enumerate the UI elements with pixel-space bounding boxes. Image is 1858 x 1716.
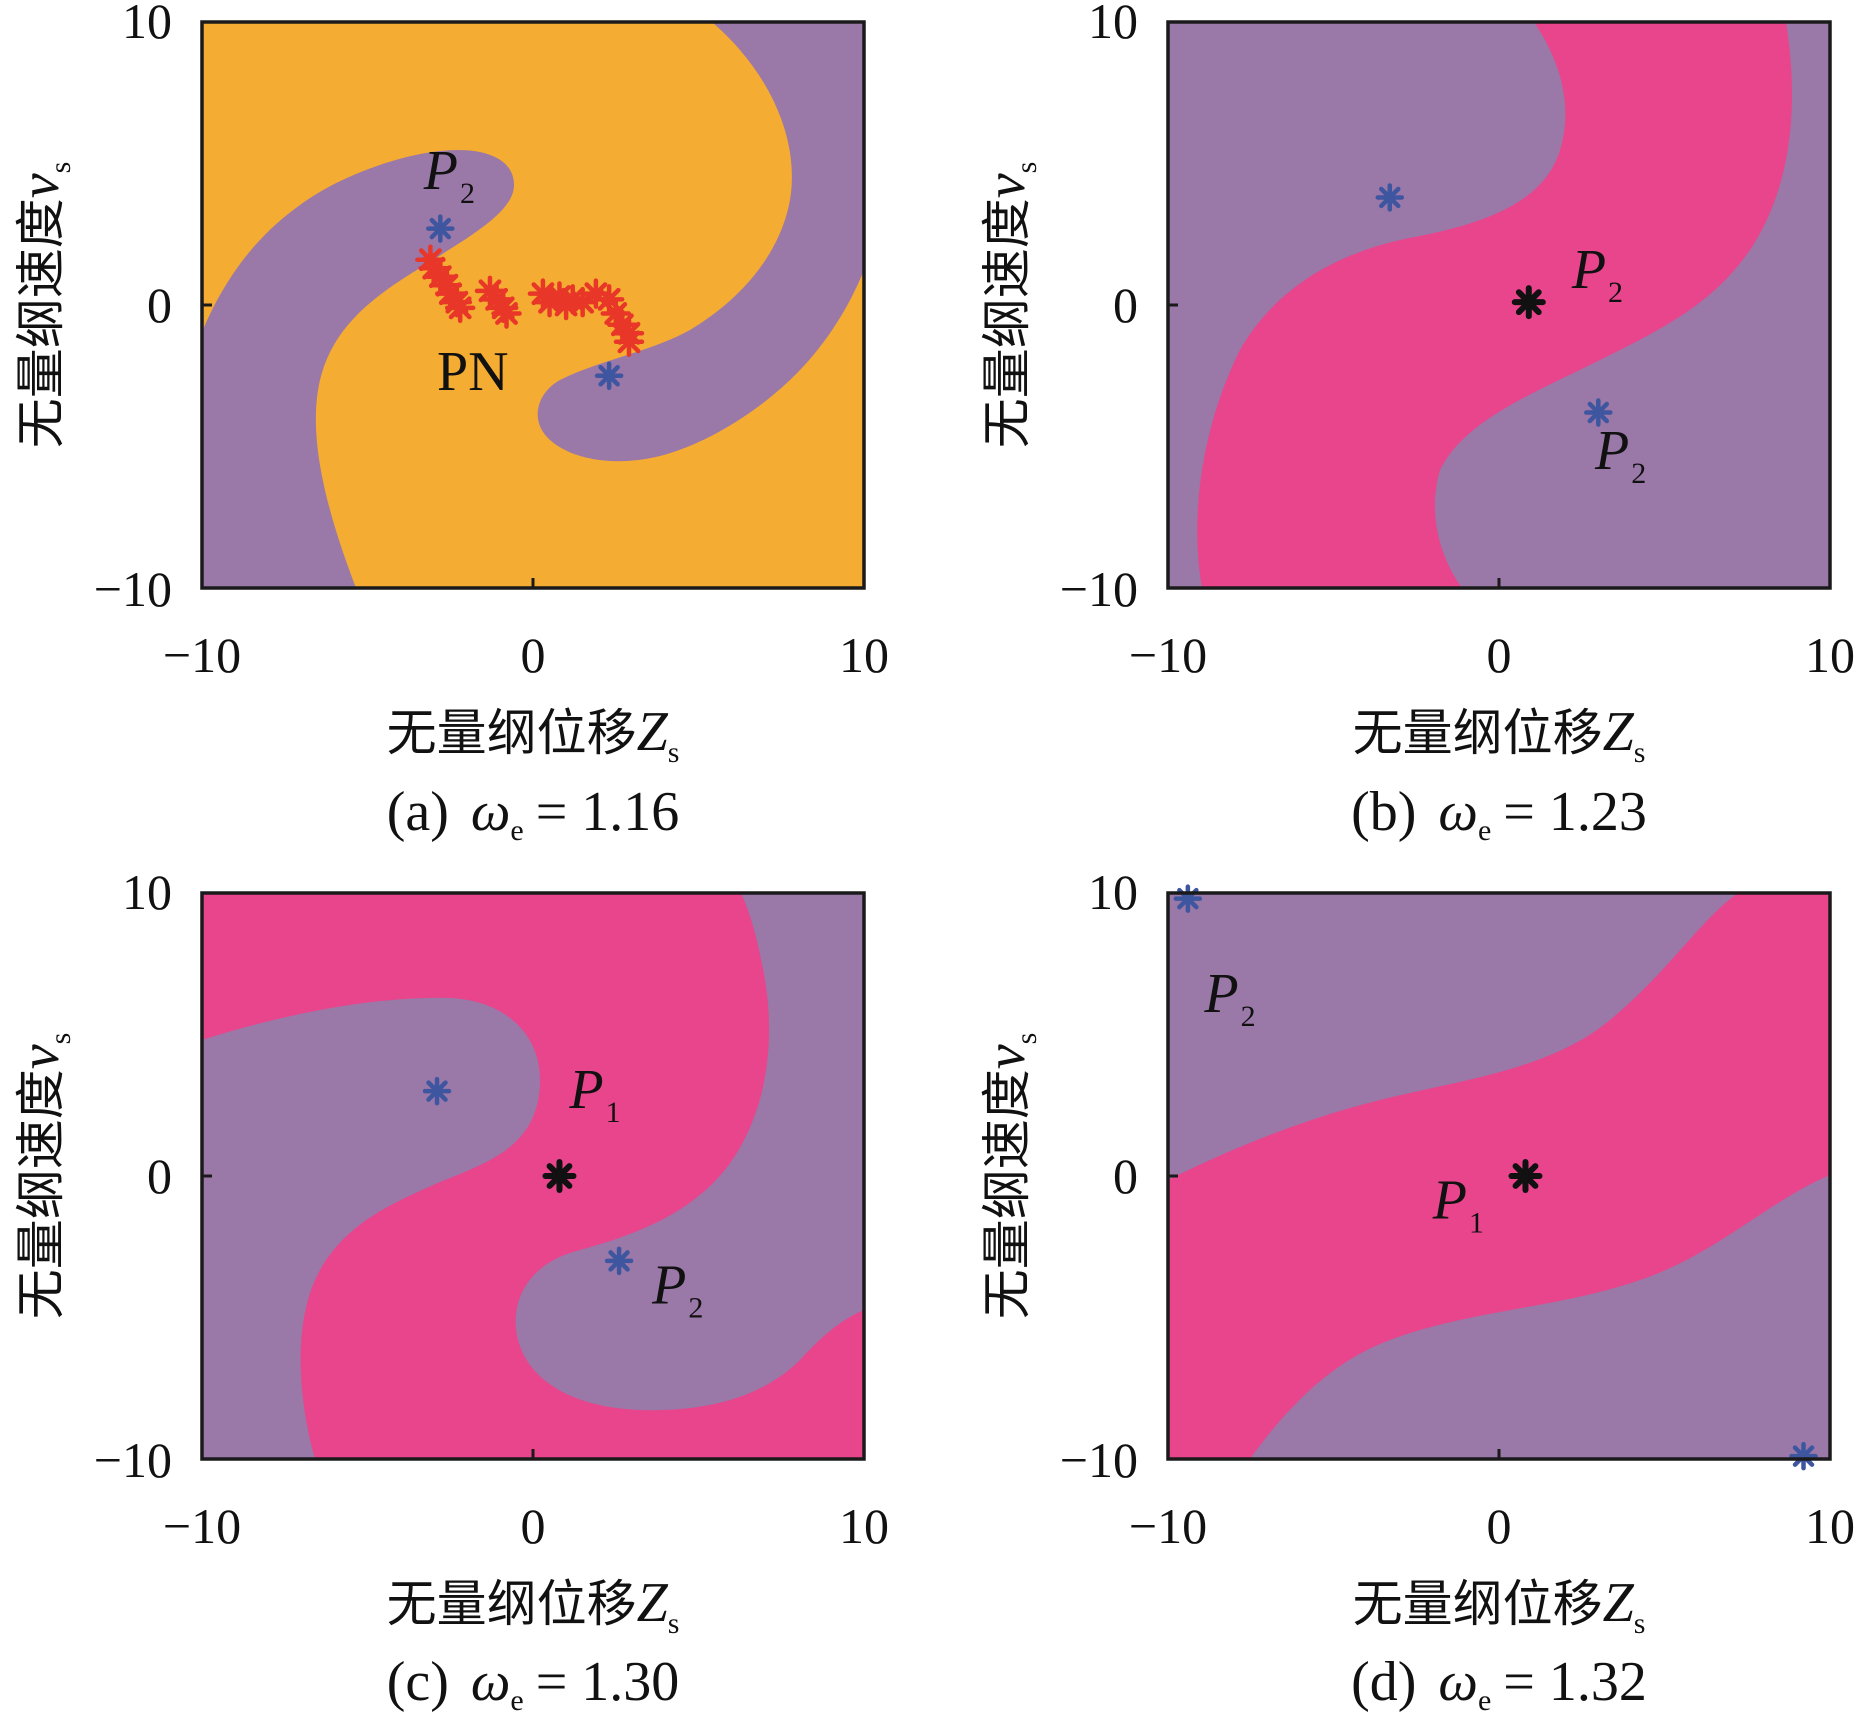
basin-region-left [202,997,540,1459]
xtick-left: −10 [163,627,241,683]
blue-marker [1173,884,1203,913]
xtick-mid: 0 [521,1498,546,1554]
red-marker [613,326,645,358]
ytick-bottom: −10 [94,561,172,617]
panel-caption: (c) ωe = 1.30 [387,1651,680,1716]
xtick-right: 10 [1805,627,1855,683]
x-axis-label: 无量纲位移Zs [1353,701,1646,769]
point-annotation: P2 [1594,420,1646,490]
blue-marker [1375,183,1405,212]
blue-marker [594,361,624,390]
point-annotation: PN [437,341,509,403]
xtick-left: −10 [1129,1498,1207,1554]
point-annotation: P2 [423,140,475,210]
x-axis-label: 无量纲位移Zs [1353,1572,1646,1640]
panel-caption: (b) ωe = 1.23 [1351,781,1647,847]
panel-caption: (a) ωe = 1.16 [387,781,680,847]
ytick-mid: 0 [147,1148,172,1204]
basin-region-right [537,22,864,462]
panel-d [1168,893,1830,1459]
point-annotation: P2 [1203,963,1255,1033]
basin-band [1197,22,1792,588]
x-axis-label: 无量纲位移Zs [387,701,680,769]
black-marker [1511,285,1546,320]
blue-marker [604,1246,634,1276]
overlay-layer: P2 PN P2 P2 P1 P2 P2 P1 [415,140,1818,1471]
xtick-mid: 0 [521,627,546,683]
xtick-right: 10 [839,627,889,683]
ytick-mid: 0 [1113,1148,1138,1204]
xtick-right: 10 [1805,1498,1855,1554]
panel-c [202,893,864,1459]
black-marker [542,1159,577,1193]
xtick-left: −10 [163,1498,241,1554]
red-marker [444,292,476,324]
ytick-top: 10 [1088,864,1138,920]
xtick-right: 10 [839,1498,889,1554]
y-axis-label: 无量纲速度vs [975,162,1043,449]
panel-d-text: 10 0 −10 −10 0 10 无量纲位移Zs 无量纲速度vs (d) ωe =… [975,864,1855,1716]
ytick-top: 10 [1088,0,1138,49]
panel-a-text: 10 0 −10 −10 0 10 无量纲位移Zs 无量纲速度vs (a) ωe =… [9,0,889,847]
panel-b-text: 10 0 −10 −10 0 10 无量纲位移Zs 无量纲速度vs (b) ωe =… [975,0,1855,847]
ytick-bottom: −10 [94,1432,172,1488]
basin-region-right [515,893,864,1411]
blue-marker [426,214,455,243]
blue-marker [1584,398,1613,427]
xtick-mid: 0 [1487,627,1512,683]
ytick-top: 10 [122,0,172,49]
panel-c-text: 10 0 −10 −10 0 10 无量纲位移Zs 无量纲速度vs (c) ωe =… [9,864,889,1716]
ytick-top: 10 [122,864,172,920]
point-annotation: P1 [568,1059,620,1129]
ytick-mid: 0 [1113,277,1138,333]
panel-b [1168,22,1830,588]
blue-marker [1789,1441,1818,1471]
axes-frames [200,20,1832,1461]
blue-marker [422,1076,452,1106]
point-annotation: P2 [1571,239,1623,309]
xtick-mid: 0 [1487,1498,1512,1554]
ytick-bottom: −10 [1060,561,1138,617]
point-annotation: P1 [1432,1169,1484,1239]
y-axis-label: 无量纲速度vs [975,1033,1043,1320]
panel-a [202,22,864,588]
basin-band [1168,893,1830,1459]
y-axis-label: 无量纲速度vs [9,1033,77,1320]
xtick-left: −10 [1129,627,1207,683]
x-axis-label: 无量纲位移Zs [387,1572,680,1640]
ytick-bottom: −10 [1060,1432,1138,1488]
black-marker [1508,1159,1543,1193]
ytick-mid: 0 [147,277,172,333]
panel-caption: (d) ωe = 1.32 [1351,1651,1647,1716]
y-axis-label: 无量纲速度vs [9,162,77,449]
red-marker [491,298,522,329]
point-annotation: P2 [651,1254,703,1324]
basin-region-left [202,150,514,588]
